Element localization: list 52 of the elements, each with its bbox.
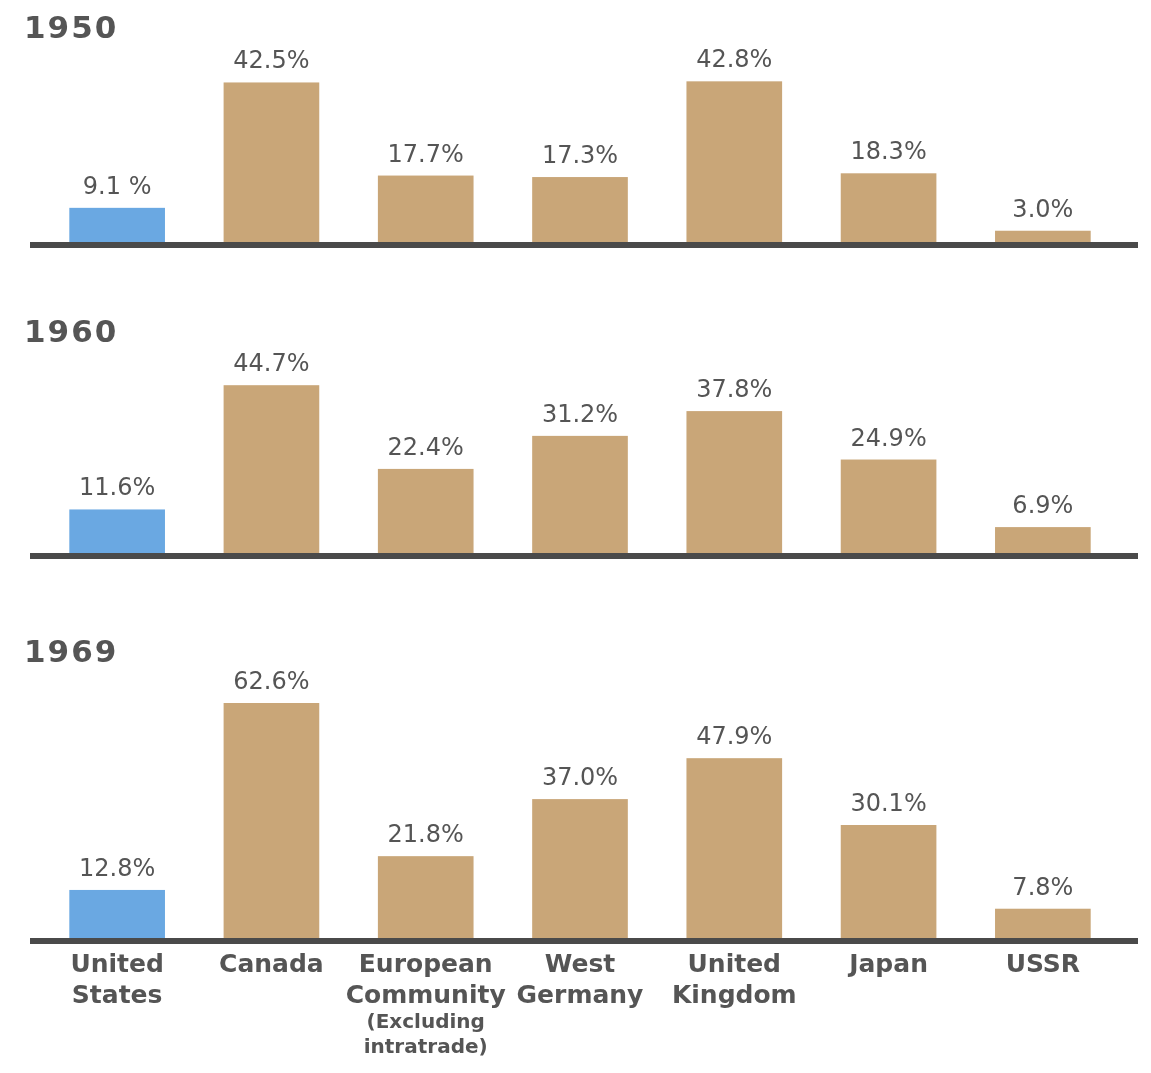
data-label: 17.3% <box>541 141 619 170</box>
data-label: 12.8% <box>79 853 156 882</box>
data-label: 37.8% <box>696 375 773 404</box>
data-label: 11.6% <box>79 473 156 502</box>
x-tick-label: European Community (Excluding intratrade) <box>345 949 506 1058</box>
x-tick-label: West Germany <box>516 949 644 1009</box>
data-label: 24.9% <box>850 423 927 452</box>
bar <box>223 385 320 553</box>
data-label: 3.0% <box>1012 194 1074 223</box>
bar <box>532 435 628 553</box>
bar <box>69 207 165 242</box>
data-label: 30.1% <box>850 789 927 817</box>
bar <box>69 509 165 553</box>
data-label: 42.8% <box>696 45 773 74</box>
x-tick-label: United States <box>70 949 164 1009</box>
bar <box>532 799 628 938</box>
bar <box>995 908 1091 938</box>
bar <box>995 230 1091 242</box>
bar <box>377 468 474 553</box>
data-label: 18.3% <box>850 137 927 166</box>
data-label: 42.5% <box>233 46 310 75</box>
data-label: 17.7% <box>387 139 464 168</box>
data-label: 7.8% <box>1012 872 1074 901</box>
data-label: 31.2% <box>541 399 619 428</box>
x-tick-label: Japan <box>847 949 928 978</box>
data-label: 47.9% <box>696 722 773 751</box>
bar <box>686 758 783 938</box>
data-label: 6.9% <box>1012 491 1074 520</box>
chart-title: 1960 <box>24 313 119 349</box>
bar <box>686 81 783 242</box>
data-label: 22.4% <box>387 432 464 461</box>
bar <box>840 173 937 242</box>
bar <box>377 175 474 242</box>
data-label: 44.7% <box>233 349 310 378</box>
chart-title: 1969 <box>24 633 119 669</box>
bar <box>223 703 320 938</box>
x-tick-label: Canada <box>219 949 324 978</box>
bar <box>686 411 783 553</box>
bar <box>995 527 1091 553</box>
data-label: 37.0% <box>541 763 619 792</box>
bar <box>377 856 474 938</box>
data-label: 62.6% <box>233 667 310 695</box>
x-tick-label: United Kingdom <box>671 949 797 1009</box>
x-tick-label: USSR <box>1005 949 1081 978</box>
bar <box>69 889 165 938</box>
bar <box>840 459 937 553</box>
bar <box>532 177 628 242</box>
bar <box>223 82 320 242</box>
bar <box>840 825 937 938</box>
data-label: 9.1 % <box>82 171 152 200</box>
data-label: 21.8% <box>387 820 464 849</box>
chart-title: 1950 <box>24 9 119 45</box>
